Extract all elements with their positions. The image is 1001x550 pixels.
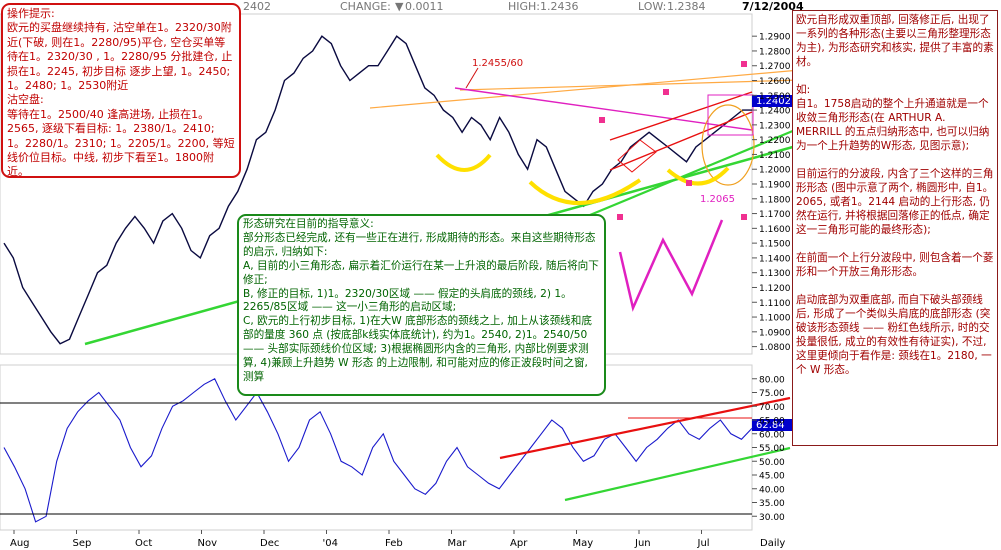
indicator-green-trend: [564, 446, 791, 502]
y-tick-label: 1.1700: [759, 210, 791, 220]
x-tick-label: Aug: [10, 538, 30, 549]
y-tick-label: 1.1200: [759, 284, 791, 294]
header-change-label: CHANGE:: [340, 0, 391, 13]
indicator-last-value: 62.84: [756, 420, 785, 431]
x-tick-label: Apr: [510, 538, 528, 549]
yellow-arc-1: [435, 153, 492, 172]
y-tick-label: 1.2900: [759, 33, 791, 43]
pattern-guidance-note: 形态研究在目前的指导意义: 部分形态已经完成, 还有一些正在进行, 形成期待的形…: [237, 214, 606, 396]
y-tick-label: 1.2600: [759, 77, 791, 87]
y-tick-label: 1.1800: [759, 195, 791, 205]
y-tick-label: 1.2000: [759, 166, 791, 176]
y-tick-label: 1.2500: [759, 92, 791, 102]
indicator-y-tick-label: 45.00: [759, 472, 785, 482]
header-change-value: 0.0011: [405, 0, 444, 13]
diamond-pattern: [617, 139, 657, 173]
yellow-arc-2: [528, 178, 642, 205]
pink-marker: [741, 214, 747, 220]
y-tick-label: 1.1300: [759, 269, 791, 279]
y-tick-label: 1.2800: [759, 47, 791, 57]
y-tick-label: 1.1400: [759, 254, 791, 264]
orange-channel-top: [369, 69, 801, 109]
pink-marker: [663, 89, 669, 95]
indicator-y-tick-label: 65.00: [759, 417, 785, 427]
x-tick-label: Daily: [760, 538, 785, 549]
header-open: 2402: [243, 0, 271, 13]
x-tick-label: Jul: [697, 538, 710, 549]
x-tick-label: May: [573, 538, 594, 549]
y-tick-label: 1.1900: [759, 181, 791, 191]
red-channel-top: [609, 91, 753, 141]
y-tick-label: 1.2100: [759, 151, 791, 161]
x-tick-label: Mar: [448, 538, 468, 549]
header-high-label: HIGH:: [508, 0, 541, 13]
y-tick-label: 1.1600: [759, 225, 791, 235]
indicator-y-tick-label: 50.00: [759, 458, 785, 468]
price-last-value: 1.2402: [756, 96, 791, 107]
y-tick-label: 1.2300: [759, 121, 791, 131]
y-tick-label: 1.0800: [759, 343, 791, 353]
indicator-y-tick-label: 80.00: [759, 375, 785, 385]
pink-marker: [741, 61, 747, 67]
orange-channel-bottom: [459, 79, 801, 91]
triangle-box: [707, 94, 754, 136]
header-low-label: LOW:: [638, 0, 667, 13]
magenta-neckline: [454, 87, 753, 131]
header-low-value: 1.2384: [667, 0, 706, 13]
pink-marker: [617, 214, 623, 220]
x-tick-label: Oct: [135, 538, 152, 549]
indicator-y-tick-label: 30.00: [759, 513, 785, 523]
yellow-arc-3: [666, 166, 730, 186]
header-date: 7/12/2004: [742, 0, 804, 13]
x-tick-label: Dec: [260, 538, 279, 549]
pattern-analysis-note: 欧元自形成双重顶部, 回落修正后, 出现了一系列的各种形态(主要以三角形整理形态…: [792, 10, 998, 446]
y-tick-label: 1.2700: [759, 62, 791, 72]
x-tick-label: Sep: [73, 538, 92, 549]
price-last-tag: [752, 95, 794, 107]
indicator-series-line: [3, 378, 753, 523]
indicator-y-tick-label: 55.00: [759, 444, 785, 454]
ellipse-triangle: [701, 104, 755, 186]
y-tick-label: 1.0900: [759, 328, 791, 338]
x-tick-label: '04: [323, 538, 338, 549]
y-tick-label: 1.2400: [759, 107, 791, 117]
pink-markers: [599, 61, 747, 220]
indicator-red-trend: [499, 396, 791, 460]
w-pattern: [618, 219, 724, 312]
red-channel-bottom: [609, 111, 753, 171]
chevron-down-icon: ▼: [395, 0, 404, 13]
pink-marker: [686, 180, 692, 186]
pink-marker: [599, 117, 605, 123]
y-tick-label: 1.1500: [759, 240, 791, 250]
annotation-high: 1.2455/60: [472, 58, 523, 69]
y-tick-label: 1.1100: [759, 299, 791, 309]
annotation-low: 1.2065: [700, 194, 735, 205]
x-tick-label: Nov: [198, 538, 218, 549]
y-tick-label: 1.2200: [759, 136, 791, 146]
x-tick-label: Jun: [634, 538, 651, 549]
indicator-y-tick-label: 40.00: [759, 485, 785, 495]
annotation-high-pointer: [465, 67, 479, 89]
y-tick-label: 1.1000: [759, 314, 791, 324]
trading-tips-note: 操作提示: 欧元的买盘继续持有, 沽空单在1。2320/30附近(下破, 则在1…: [1, 3, 241, 178]
indicator-y-tick-label: 70.00: [759, 403, 785, 413]
x-tick-label: Feb: [385, 538, 403, 549]
green-trend-line-upper: [589, 126, 801, 217]
indicator-y-tick-label: 60.00: [759, 430, 785, 440]
indicator-y-tick-label: 75.00: [759, 389, 785, 399]
indicator-y-tick-label: 35.00: [759, 499, 785, 509]
indicator-last-tag: [752, 419, 792, 431]
header-high-value: 1.2436: [540, 0, 579, 13]
